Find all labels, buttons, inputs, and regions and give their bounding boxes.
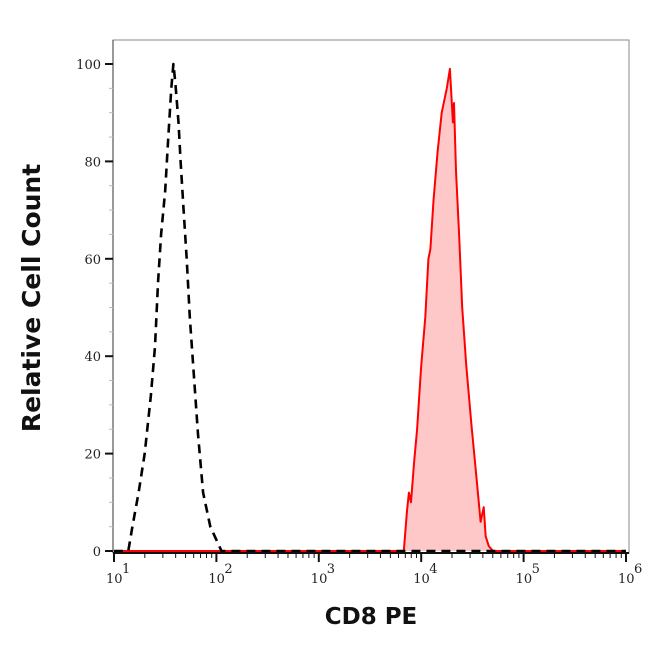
x-tick-label: 101 xyxy=(106,562,130,587)
y-tick-label: 100 xyxy=(76,58,101,73)
svg-text:1: 1 xyxy=(122,562,130,577)
x-tick-label: 104 xyxy=(413,562,437,587)
y-axis-title: Relative Cell Count xyxy=(17,164,46,432)
svg-text:10: 10 xyxy=(208,572,225,587)
y-tick-label: 60 xyxy=(84,253,101,268)
svg-text:10: 10 xyxy=(516,572,533,587)
y-tick-label: 20 xyxy=(84,448,101,463)
svg-text:4: 4 xyxy=(429,562,437,577)
x-axis-title: CD8 PE xyxy=(325,604,418,630)
x-tick-label: 103 xyxy=(311,562,335,587)
svg-text:10: 10 xyxy=(413,572,430,587)
y-tick-label: 40 xyxy=(84,350,101,365)
series-layer xyxy=(114,62,626,553)
y-axis: 0 20 40 60 80 100 xyxy=(76,40,114,560)
x-tick-label: 106 xyxy=(618,562,642,587)
svg-text:10: 10 xyxy=(311,572,328,587)
x-tick-label: 105 xyxy=(516,562,540,587)
svg-text:10: 10 xyxy=(106,572,123,587)
x-tick-label: 102 xyxy=(208,562,232,587)
svg-text:2: 2 xyxy=(224,562,232,577)
series-isotype-control xyxy=(114,62,626,553)
plot-frame xyxy=(112,39,630,554)
svg-text:6: 6 xyxy=(634,562,642,577)
svg-text:5: 5 xyxy=(532,562,540,577)
svg-text:10: 10 xyxy=(618,572,635,587)
y-tick-label: 80 xyxy=(84,155,101,170)
series-cd8-pe xyxy=(114,67,626,552)
svg-text:3: 3 xyxy=(327,562,335,577)
y-tick-label: 0 xyxy=(93,545,101,560)
